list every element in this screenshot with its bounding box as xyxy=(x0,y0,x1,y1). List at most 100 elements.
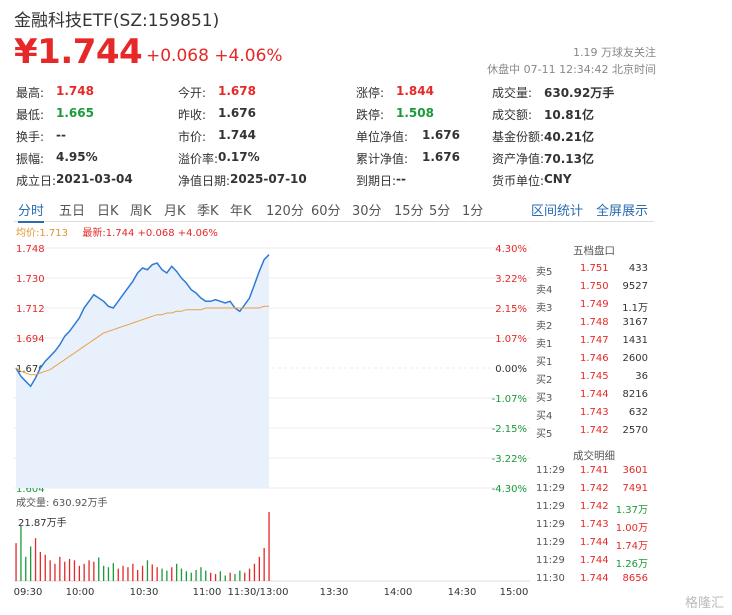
quote-label: 最低: xyxy=(16,108,45,122)
orderbook-volume: 2570 xyxy=(622,425,648,436)
quote-value: 630.92万手 xyxy=(544,86,615,100)
trade-row: 11:29 1.742 1.37万 xyxy=(532,501,656,519)
quote-row: 换手: -- 市价: 1.744 单位净值: 1.676 基金份额: 40.21亿 xyxy=(16,128,656,150)
tab-9[interactable]: 30分 xyxy=(352,204,382,219)
orderbook-row: 买3 1.744 8216 xyxy=(532,389,656,407)
tab-10[interactable]: 15分 xyxy=(394,204,424,219)
tab-11[interactable]: 5分 xyxy=(429,204,451,219)
volume-bar xyxy=(107,567,110,581)
trades-title: 成交明细 xyxy=(573,450,615,462)
orderbook-volume: 433 xyxy=(628,263,648,274)
orderbook-volume: 632 xyxy=(628,407,648,418)
latest-price-label: 最新:1.744 +0.068 +4.06% xyxy=(82,228,218,239)
volume-bar xyxy=(73,560,76,581)
quote-row: 振幅: 4.95% 溢价率: 0.17% 累计净值: 1.676 资产净值: 70.13亿 xyxy=(16,150,656,172)
tab-7[interactable]: 120分 xyxy=(266,204,304,219)
price-area xyxy=(16,254,269,488)
quote-value: 1.508 xyxy=(396,106,434,120)
quote-label: 跌停: xyxy=(356,108,385,122)
pct-tick-label: 1.07% xyxy=(495,334,527,345)
quote-label: 涨停: xyxy=(356,86,385,100)
volume-bar xyxy=(224,575,226,581)
volume-bar xyxy=(205,570,207,581)
quote-value: -- xyxy=(56,128,66,142)
x-tick-label: 13:30 xyxy=(320,587,349,598)
orderbook-price: 1.751 xyxy=(580,263,609,274)
volume-bar xyxy=(137,570,139,581)
volume-bar xyxy=(234,574,236,581)
x-tick-label: 09:30 xyxy=(14,587,43,598)
orderbook-level: 卖5 xyxy=(536,267,553,278)
orderbook-volume: 1431 xyxy=(622,335,648,346)
quote-value: 4.95% xyxy=(56,150,98,164)
orderbook-row: 卖3 1.749 1.1万 xyxy=(532,299,656,317)
orderbook-level: 卖4 xyxy=(536,285,553,296)
volume-bar xyxy=(20,525,22,581)
x-tick-label: 11:00 xyxy=(193,587,222,598)
quote-label: 昨收: xyxy=(178,108,207,122)
orderbook-price: 1.750 xyxy=(580,281,609,292)
volume-bar xyxy=(146,560,149,581)
range-stats-link[interactable]: 区间统计 xyxy=(531,204,584,219)
trade-time: 11:29 xyxy=(536,465,565,476)
orderbook-level: 买4 xyxy=(536,411,553,422)
quote-value: 10.81亿 xyxy=(544,108,594,122)
volume-bar xyxy=(258,556,260,581)
volume-bar xyxy=(268,512,270,581)
quote-value: 1.844 xyxy=(396,84,434,98)
trade-row: 11:29 1.742 7491 xyxy=(532,483,656,501)
quote-value: 2025-07-10 xyxy=(230,172,307,186)
orderbook-price: 1.749 xyxy=(580,299,609,310)
quote-value: -- xyxy=(396,172,406,186)
quote-label: 资产净值: xyxy=(492,152,545,166)
quote-label: 溢价率: xyxy=(178,152,219,166)
quote-value: 1.676 xyxy=(218,106,256,120)
tab-3[interactable]: 周K xyxy=(130,204,152,219)
volume-bar xyxy=(44,554,46,581)
quote-label: 市价: xyxy=(178,130,207,144)
quote-label: 到期日: xyxy=(356,174,397,188)
y-tick-label: 1.604 xyxy=(16,484,45,495)
volume-bar xyxy=(195,570,197,581)
tab-8[interactable]: 60分 xyxy=(311,204,341,219)
tab-6[interactable]: 年K xyxy=(230,204,252,219)
trade-row: 11:29 1.744 1.74万 xyxy=(532,537,656,555)
volume-bar xyxy=(180,568,183,581)
volume-bar xyxy=(176,563,178,582)
orderbook-row: 卖1 1.747 1431 xyxy=(532,335,656,353)
tab-0[interactable]: 分时 xyxy=(18,200,45,223)
x-tick-label: 15:00 xyxy=(500,587,529,598)
orderbook-volume: 8216 xyxy=(622,389,648,400)
volume-bar xyxy=(244,572,246,581)
tab-4[interactable]: 月K xyxy=(164,204,186,219)
volume-bar xyxy=(166,570,168,581)
tab-12[interactable]: 1分 xyxy=(462,204,484,219)
volume-bar xyxy=(190,572,192,581)
orderbook-row: 买5 1.742 2570 xyxy=(532,425,656,443)
orderbook-level: 卖1 xyxy=(536,339,553,350)
trade-price: 1.741 xyxy=(580,465,609,476)
tab-1[interactable]: 五日 xyxy=(59,204,86,219)
quote-value: 1.676 xyxy=(422,128,460,142)
volume-bar xyxy=(25,556,27,581)
tab-5[interactable]: 季K xyxy=(197,204,219,219)
trade-time: 11:29 xyxy=(536,501,565,512)
market-status: 休盘中 07-11 12:34:42 北京时间 xyxy=(487,63,656,76)
quote-value: 1.665 xyxy=(56,106,94,120)
volume-bar xyxy=(112,563,114,581)
tab-2[interactable]: 日K xyxy=(97,204,119,219)
fullscreen-link[interactable]: 全屏展示 xyxy=(596,204,649,219)
trade-time: 11:29 xyxy=(536,555,565,566)
quote-value: 1.748 xyxy=(56,84,94,98)
trade-row: 11:29 1.744 1.26万 xyxy=(532,555,656,573)
orderbook-row: 买1 1.746 2600 xyxy=(532,353,656,371)
trade-price: 1.742 xyxy=(580,483,609,494)
pct-tick-label: 4.30% xyxy=(495,244,527,255)
orderbook-level: 买1 xyxy=(536,357,553,368)
pct-tick-label: 3.22% xyxy=(495,274,527,285)
volume-bar xyxy=(49,560,51,581)
volume-bar xyxy=(59,556,61,581)
quote-row: 最低: 1.665 昨收: 1.676 跌停: 1.508 成交额: 10.81亿 xyxy=(16,106,656,128)
quote-value: CNY xyxy=(544,172,572,186)
orderbook-row: 卖2 1.748 3167 xyxy=(532,317,656,335)
